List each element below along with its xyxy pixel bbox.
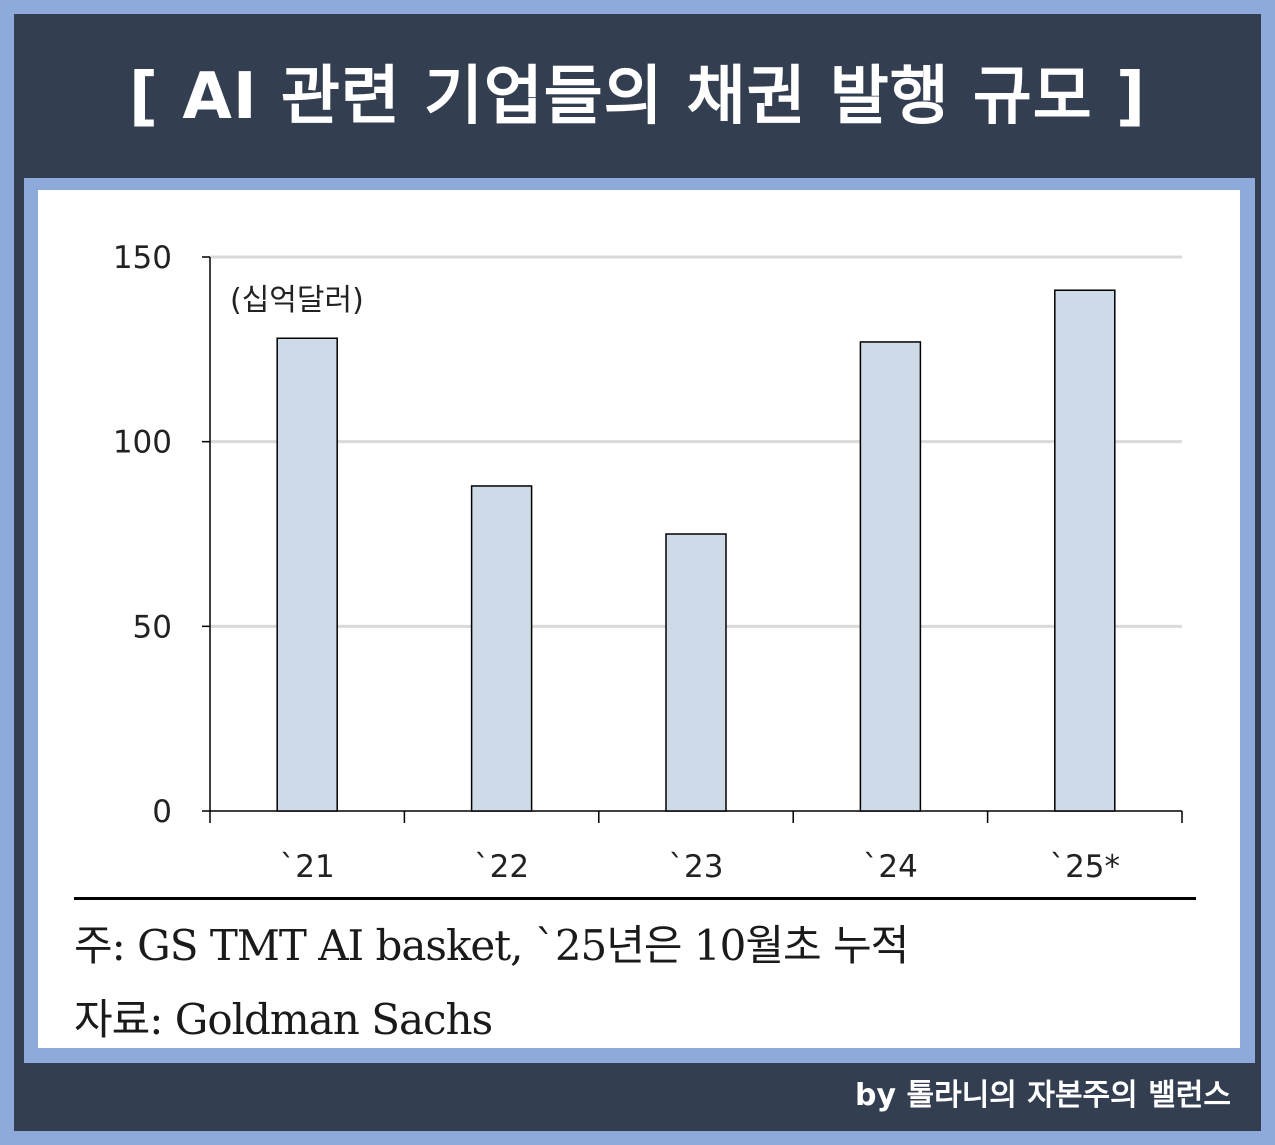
y-tick-label: 50: [133, 609, 172, 645]
chart-border: 0 50 100 150 `21 `22 `23 `24 `25* (십억달러) 주: GS …: [24, 178, 1255, 1063]
x-tick-label: `24: [863, 849, 918, 885]
chart-note: 주: GS TMT AI basket, `25년은 10월초 누적: [74, 921, 909, 970]
bar-2: [665, 533, 727, 812]
bar-chart: 0 50 100 150 `21 `22 `23 `24 `25* (십억달러): [113, 240, 1183, 885]
bar-3: [859, 341, 922, 812]
bar-0: [276, 337, 338, 812]
bar-1: [470, 485, 533, 812]
y-tick-label: 100: [113, 425, 172, 461]
page-title: [ AI 관련 기업들의 채권 발행 규모 ]: [128, 60, 1147, 134]
x-tick-label: `23: [669, 849, 724, 885]
unit-label: (십억달러): [230, 283, 364, 318]
outer-frame: [ AI 관련 기업들의 채권 발행 규모 ] 0 50 100 150 `21 `22…: [14, 14, 1261, 1131]
bar-4: [1054, 289, 1116, 812]
note-divider: [74, 897, 1196, 900]
credit-text: by 톨라니의 자본주의 밸런스: [855, 1078, 1231, 1113]
y-tick-label: 0: [152, 794, 172, 830]
x-axis-ticks: `21 `22 `23 `24 `25*: [209, 811, 1183, 885]
y-axis-ticks: 0 50 100 150: [113, 240, 210, 830]
x-tick-label: `21: [280, 849, 335, 885]
x-tick-label: `22: [474, 849, 529, 885]
y-tick-label: 150: [113, 240, 172, 276]
chart-panel: 0 50 100 150 `21 `22 `23 `24 `25* (십억달러) 주: GS …: [38, 190, 1240, 1048]
x-tick-label: `25*: [1050, 849, 1120, 885]
bars: [276, 289, 1116, 812]
chart-source: 자료: Goldman Sachs: [74, 995, 493, 1044]
